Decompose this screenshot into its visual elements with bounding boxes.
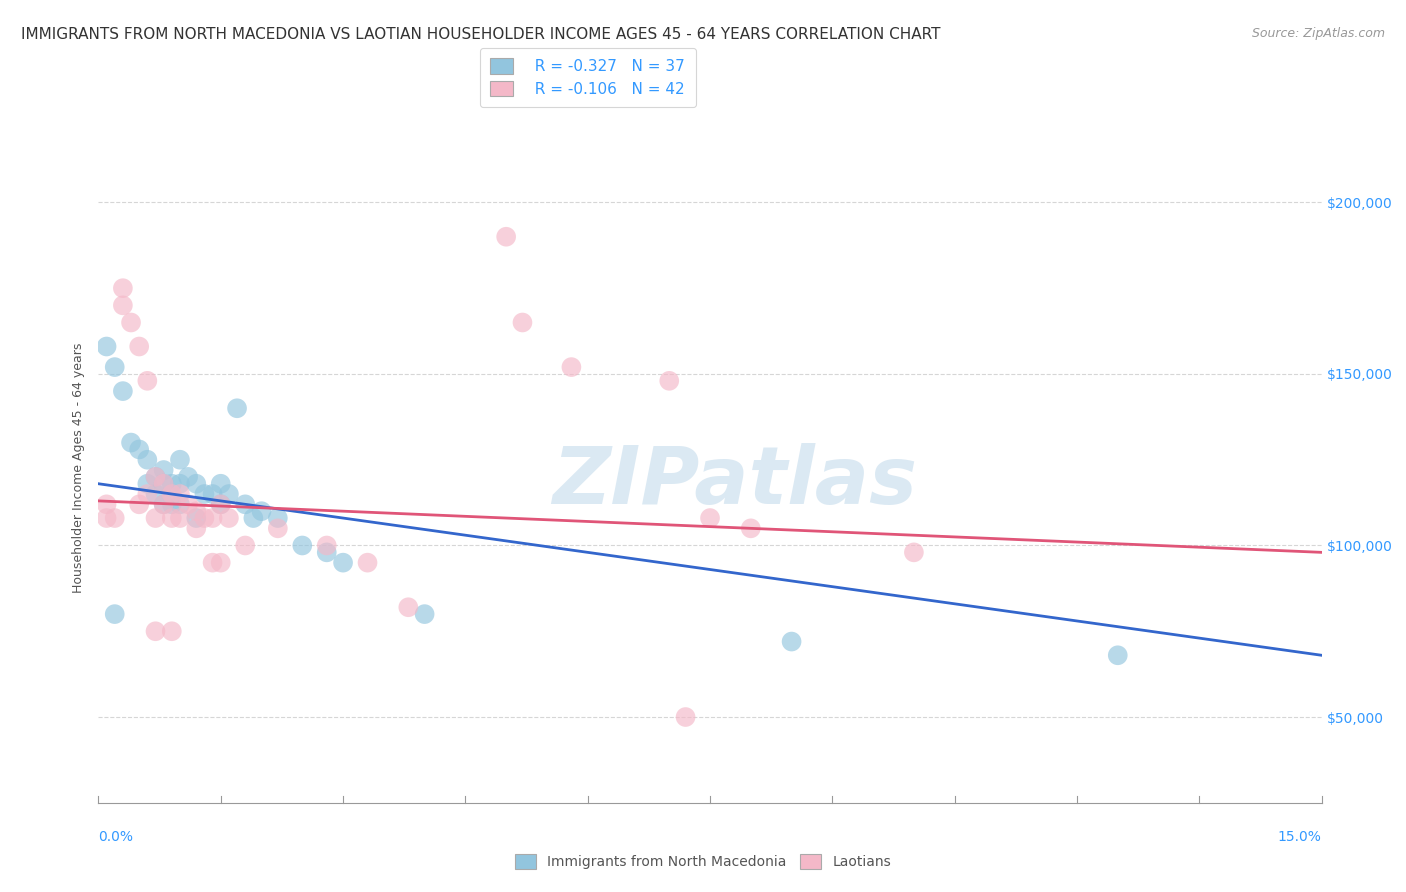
Point: [250, 504, 273, 518]
Point: [233, 539, 256, 553]
Point: [145, 487, 167, 501]
Point: [1107, 648, 1129, 663]
Point: [177, 470, 200, 484]
Point: [169, 511, 191, 525]
Point: [560, 360, 582, 375]
Point: [209, 497, 232, 511]
Point: [152, 497, 174, 511]
Point: [193, 487, 215, 501]
Point: [267, 521, 290, 535]
Text: 0.0%: 0.0%: [98, 830, 134, 844]
Point: [160, 476, 183, 491]
Point: [201, 511, 224, 525]
Point: [658, 374, 681, 388]
Point: [145, 511, 167, 525]
Point: [104, 511, 127, 525]
Point: [169, 476, 191, 491]
Legend: Immigrants from North Macedonia, Laotians: Immigrants from North Macedonia, Laotian…: [508, 847, 898, 876]
Point: [96, 497, 118, 511]
Point: [128, 497, 150, 511]
Point: [177, 497, 200, 511]
Point: [201, 487, 224, 501]
Point: [145, 624, 167, 639]
Point: [104, 360, 127, 375]
Point: [145, 470, 167, 484]
Point: [209, 556, 232, 570]
Text: ZIPatlas: ZIPatlas: [553, 442, 917, 521]
Point: [120, 435, 142, 450]
Point: [111, 298, 134, 312]
Legend:   R = -0.327   N = 37,   R = -0.106   N = 42: R = -0.327 N = 37, R = -0.106 N = 42: [479, 48, 696, 107]
Point: [356, 556, 378, 570]
Point: [267, 511, 290, 525]
Point: [169, 497, 191, 511]
Point: [145, 470, 167, 484]
Point: [186, 476, 208, 491]
Point: [291, 539, 314, 553]
Point: [186, 511, 208, 525]
Point: [675, 710, 697, 724]
Y-axis label: Householder Income Ages 45 - 64 years: Householder Income Ages 45 - 64 years: [72, 343, 84, 593]
Text: 15.0%: 15.0%: [1278, 830, 1322, 844]
Point: [169, 452, 191, 467]
Point: [104, 607, 127, 621]
Point: [699, 511, 721, 525]
Point: [136, 487, 159, 501]
Point: [193, 511, 215, 525]
Point: [201, 556, 224, 570]
Point: [186, 504, 208, 518]
Point: [226, 401, 249, 416]
Point: [128, 339, 150, 353]
Point: [903, 545, 925, 559]
Point: [396, 600, 419, 615]
Point: [136, 374, 159, 388]
Point: [315, 545, 337, 559]
Point: [152, 476, 174, 491]
Point: [96, 339, 118, 353]
Point: [160, 497, 183, 511]
Point: [315, 539, 337, 553]
Text: IMMIGRANTS FROM NORTH MACEDONIA VS LAOTIAN HOUSEHOLDER INCOME AGES 45 - 64 YEARS: IMMIGRANTS FROM NORTH MACEDONIA VS LAOTI…: [21, 27, 941, 42]
Point: [128, 442, 150, 457]
Point: [209, 497, 232, 511]
Point: [136, 476, 159, 491]
Point: [120, 316, 142, 330]
Point: [152, 476, 174, 491]
Point: [740, 521, 762, 535]
Point: [96, 511, 118, 525]
Point: [152, 463, 174, 477]
Point: [233, 497, 256, 511]
Point: [169, 487, 191, 501]
Point: [186, 521, 208, 535]
Point: [111, 384, 134, 398]
Point: [160, 487, 183, 501]
Text: Source: ZipAtlas.com: Source: ZipAtlas.com: [1251, 27, 1385, 40]
Point: [218, 487, 240, 501]
Point: [160, 624, 183, 639]
Point: [242, 511, 264, 525]
Point: [209, 476, 232, 491]
Point: [152, 497, 174, 511]
Point: [512, 316, 534, 330]
Point: [413, 607, 436, 621]
Point: [111, 281, 134, 295]
Point: [218, 511, 240, 525]
Point: [495, 229, 517, 244]
Point: [332, 556, 354, 570]
Point: [160, 511, 183, 525]
Point: [136, 452, 159, 467]
Point: [780, 634, 803, 648]
